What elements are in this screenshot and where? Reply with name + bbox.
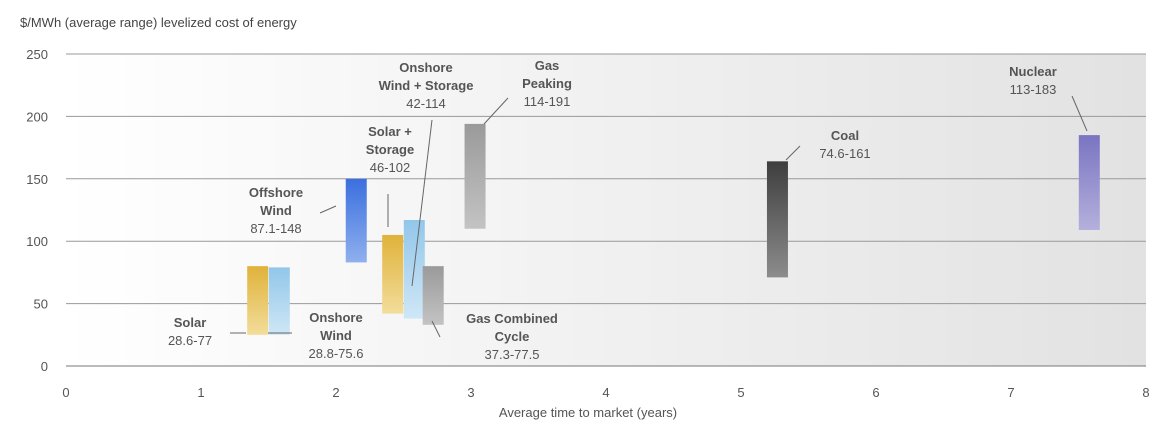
label-name-offshore-wind: Wind <box>260 203 292 218</box>
bar-onshore-wind <box>268 267 290 335</box>
label-name-onshore-wind-storage: Onshore <box>399 60 452 75</box>
label-range-gas-combined-cycle: 37.3-77.5 <box>485 347 540 362</box>
label-name-gas-combined-cycle: Cycle <box>495 329 530 344</box>
plot-background <box>66 54 1146 366</box>
leader-onshore-wind-storage <box>411 119 433 287</box>
y-axis-title: $/MWh (average range) levelized cost of … <box>20 15 297 30</box>
x-tick-label: 6 <box>872 385 879 400</box>
label-range-onshore-wind-storage: 42-114 <box>406 96 446 111</box>
x-tick-label: 3 <box>467 385 474 400</box>
y-tick-label: 200 <box>26 109 48 124</box>
x-tick-label: 2 <box>332 385 339 400</box>
label-range-nuclear: 113-183 <box>1010 82 1057 97</box>
y-tick-label: 250 <box>26 47 48 62</box>
label-name-nuclear: Nuclear <box>1009 64 1057 79</box>
leader-gas-combined-cycle <box>431 320 441 338</box>
bar-solar-storage <box>382 234 404 314</box>
axis-ticks: 0 50 100 150 200 250 0 1 2 3 4 5 6 7 8 <box>26 47 1149 400</box>
label-name-coal: Coal <box>831 128 859 143</box>
bar-solar <box>247 266 269 335</box>
x-tick-label: 4 <box>602 385 609 400</box>
gridlines <box>66 53 1146 367</box>
label-range-offshore-wind: 87.1-148 <box>250 221 301 236</box>
y-tick-label: 100 <box>26 234 48 249</box>
label-name-onshore-wind: Onshore <box>309 310 362 325</box>
label-range-onshore-wind: 28.8-75.6 <box>309 346 364 361</box>
label-range-solar-storage: 46-102 <box>370 160 410 175</box>
label-name-gas-peaking: Peaking <box>522 76 572 91</box>
x-tick-label: 5 <box>737 385 744 400</box>
leader-coal <box>785 145 801 161</box>
x-tick-label: 8 <box>1142 385 1149 400</box>
label-range-coal: 74.6-161 <box>819 146 870 161</box>
y-tick-label: 0 <box>41 359 48 374</box>
series-labels: Solar 28.6-77 Onshore Wind 28.8-75.6 Offshore… <box>168 58 1088 362</box>
x-axis-title: Average time to market (years) <box>499 405 677 420</box>
bar-gas-peaking <box>464 123 486 229</box>
label-name-offshore-wind: Offshore <box>249 185 303 200</box>
x-tick-label: 7 <box>1007 385 1014 400</box>
label-name-gas-peaking: Gas <box>535 58 560 73</box>
bar-offshore-wind <box>345 178 367 263</box>
label-name-solar-storage: Storage <box>366 142 414 157</box>
label-name-solar-storage: Solar + <box>368 124 412 139</box>
bar-gas-combined-cycle <box>422 266 444 325</box>
label-name-onshore-wind: Wind <box>320 328 352 343</box>
x-tick-label: 1 <box>197 385 204 400</box>
label-range-gas-peaking: 114-191 <box>524 94 571 109</box>
leader-nuclear <box>1071 95 1088 132</box>
label-range-solar: 28.6-77 <box>168 333 212 348</box>
bar-coal <box>766 161 788 278</box>
label-name-gas-combined-cycle: Gas Combined <box>466 311 558 326</box>
leader-gas-peaking <box>483 97 509 125</box>
label-name-onshore-wind-storage: Wind + Storage <box>379 78 474 93</box>
leader-offshore-wind <box>319 205 337 214</box>
bar-nuclear <box>1078 135 1100 230</box>
y-tick-label: 150 <box>26 172 48 187</box>
y-tick-label: 50 <box>34 297 48 312</box>
x-tick-label: 0 <box>62 385 69 400</box>
label-name-solar: Solar <box>174 315 207 330</box>
